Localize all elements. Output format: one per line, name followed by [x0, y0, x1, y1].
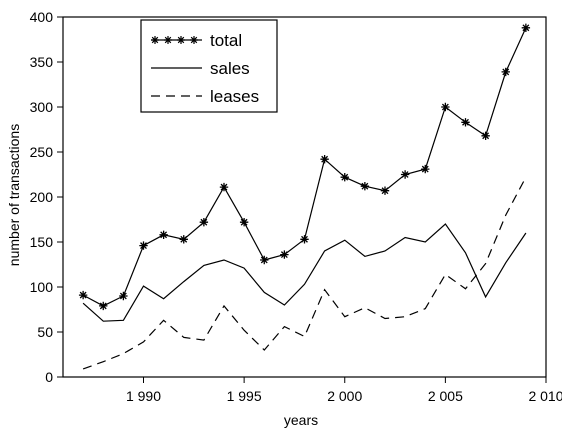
- legend-marker-total: [151, 36, 159, 44]
- axes: [62, 16, 547, 378]
- data-point-total: [501, 67, 510, 77]
- y-tick-label: 200: [30, 189, 54, 205]
- data-point-total: [360, 182, 370, 191]
- y-tick-label: 350: [30, 54, 54, 70]
- y-tick-label: 400: [30, 9, 54, 25]
- data-point-total: [159, 230, 168, 239]
- y-tick-label: 150: [30, 234, 54, 250]
- data-point-total: [320, 155, 329, 164]
- ticks: 0 50 100 150 200 250 300 350 400 1 990 1 995 2 000 2…: [30, 9, 562, 404]
- series-layer: [78, 23, 531, 370]
- y-axis-title: number of transactions: [6, 124, 22, 266]
- legend-marker-total: [177, 36, 185, 44]
- y-tick-label: 50: [37, 324, 53, 340]
- data-point-total: [99, 301, 108, 311]
- data-point-total: [521, 23, 531, 32]
- data-point-total: [400, 170, 410, 179]
- legend: total sales leases: [140, 19, 278, 113]
- series-line-sales: [82, 223, 527, 322]
- series-total: [78, 23, 531, 311]
- data-point-total: [260, 255, 269, 265]
- data-point-total: [481, 131, 490, 140]
- x-axis-title: years: [284, 412, 318, 428]
- legend-label-total: total: [210, 31, 242, 50]
- series-line-leases: [82, 176, 527, 370]
- x-tick-label: 2 000: [327, 388, 362, 404]
- legend-item-leases: leases: [151, 87, 259, 106]
- y-tick-label: 300: [30, 99, 54, 115]
- x-tick-label: 2 005: [428, 388, 463, 404]
- data-point-total: [139, 241, 148, 250]
- data-point-total: [199, 218, 209, 227]
- x-tick-label: 2 010: [528, 388, 562, 404]
- data-point-total: [421, 164, 430, 174]
- legend-item-total: total: [151, 31, 242, 50]
- data-point-total: [239, 218, 249, 227]
- data-point-total: [300, 235, 309, 244]
- series-leases: [82, 176, 527, 370]
- series-sales: [82, 223, 527, 322]
- y-tick-label: 100: [30, 279, 54, 295]
- data-point-total: [179, 235, 188, 244]
- data-point-total: [280, 250, 289, 259]
- legend-marker-total: [190, 36, 198, 44]
- legend-label-sales: sales: [210, 59, 250, 78]
- legend-marker-total: [164, 36, 172, 44]
- data-point-total: [119, 291, 128, 301]
- data-point-total: [340, 173, 349, 182]
- y-tick-label: 0: [45, 369, 53, 385]
- legend-box: [140, 19, 278, 113]
- y-tick-label: 250: [30, 144, 54, 160]
- plot-frame: [62, 16, 547, 378]
- data-point-total: [78, 290, 88, 300]
- x-tick-label: 1 990: [126, 388, 161, 404]
- x-tick-label: 1 995: [227, 388, 262, 404]
- data-point-total: [380, 186, 390, 195]
- legend-label-leases: leases: [210, 87, 259, 106]
- data-point-total: [219, 182, 229, 192]
- data-point-total: [441, 102, 450, 112]
- legend-item-sales: sales: [151, 59, 250, 78]
- data-point-total: [461, 118, 470, 127]
